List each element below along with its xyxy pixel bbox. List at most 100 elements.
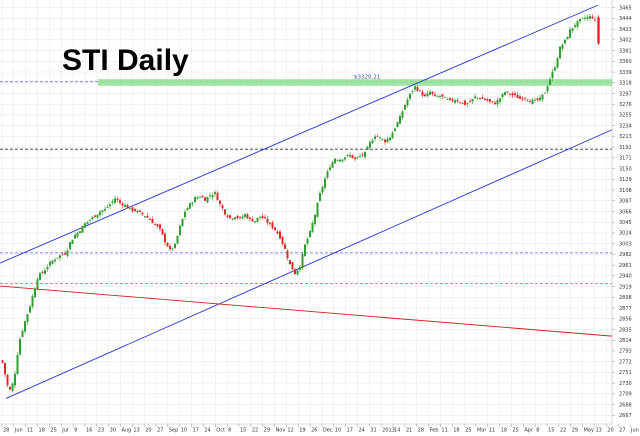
candle-body [549,79,551,85]
candle [411,89,414,95]
candle [479,97,481,100]
candle-body [199,196,201,198]
candle [564,39,566,45]
candle-body [69,242,71,249]
candle-body [314,214,316,224]
candle [391,130,394,139]
candle-body [504,92,506,95]
candle-body [511,93,514,96]
candle-body [46,266,49,270]
candle-body [526,99,529,101]
candle-body [224,209,226,215]
date-tick-label: 8 [228,428,231,434]
candle-body [231,218,234,220]
price-axis: 3465 3444 3423 3402 3381 3360 3339 3318 3297 3276… [612,5,632,430]
candle-body [391,132,394,139]
candle-body [211,195,214,198]
candle [46,264,49,273]
candle-body [436,96,439,97]
candle [261,213,264,219]
candle-body [396,122,399,128]
candle [206,196,209,204]
candle [421,89,424,98]
candle-body [76,232,79,237]
candle-body [119,200,121,203]
candle-body [51,260,54,264]
candle-body [551,71,554,79]
price-tick-label: 3444 [619,16,632,22]
candle-body [414,86,416,90]
candle [471,98,474,105]
candle-body [64,253,66,255]
candle-body [597,17,600,44]
candle [576,19,579,30]
candle [594,16,596,23]
candle [339,157,341,163]
candle-body [441,94,444,97]
candle [129,207,131,210]
candle-body [269,223,271,224]
date-tick-label: 21 [406,428,412,434]
candle-body [26,314,29,322]
chart-title: STI Daily [62,44,189,77]
candle [276,229,279,235]
candle-body [589,16,591,19]
candle [354,156,356,162]
candle-body [594,19,596,21]
candle [346,153,349,158]
date-tick-label: 23 [98,428,104,434]
candle-body [386,138,389,143]
candle [164,231,166,246]
candle-body [31,296,34,307]
price-tick-label: 3423 [619,27,632,33]
support-zone [98,79,612,86]
candle-body [166,242,169,247]
candle [136,209,139,214]
candle [494,100,496,105]
candle [381,138,384,142]
candle-body [194,197,196,203]
candle-body [461,102,464,104]
candle-body [61,253,64,255]
date-tick-label: 22 [252,428,258,434]
candle [506,91,509,95]
candle [26,313,29,325]
candle-body [471,98,474,102]
candle-body [216,192,219,201]
candle-body [111,201,114,203]
candle-body [559,46,561,59]
candle [139,210,141,213]
candle [31,293,34,309]
candle [461,102,464,105]
candle-body [281,236,284,244]
candle-body [519,96,521,99]
candle [321,185,324,195]
candle-body [566,36,569,40]
candle-body [181,218,184,227]
candle-body [146,215,149,218]
candle-body [416,86,419,91]
candle-body [351,154,354,159]
candle-body [219,200,221,204]
price-tick-label: 3402 [619,38,632,44]
date-tick-label: 10 [181,428,187,434]
candle-body [204,197,206,201]
candle [109,201,111,209]
candle [556,56,559,70]
candle-body [254,220,256,223]
candle-body [279,231,281,239]
candle [154,222,156,225]
candle-body [491,101,494,103]
candle [489,98,491,104]
candle [299,264,301,273]
candle-body [476,97,479,99]
candle [121,201,124,209]
candle-body [4,362,6,375]
candle-body [451,99,454,102]
candle [61,252,64,256]
candle-body [176,235,179,244]
candle [191,201,194,207]
candle [69,241,71,252]
